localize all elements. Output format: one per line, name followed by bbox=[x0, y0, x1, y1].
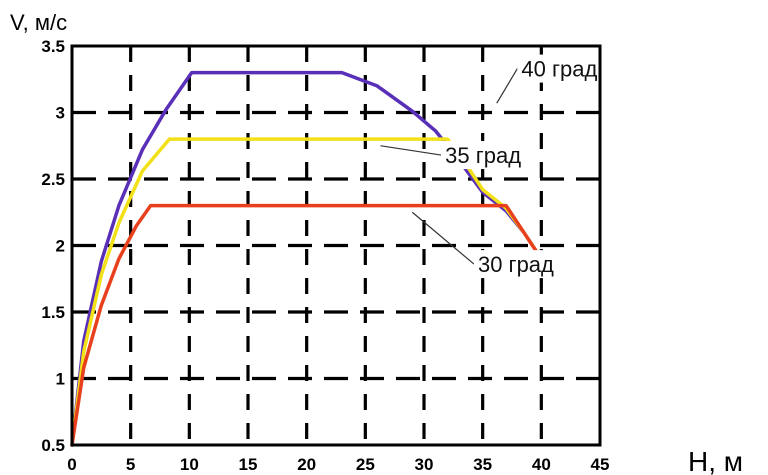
x-tick-label: 10 bbox=[180, 455, 199, 474]
x-tick-label: 30 bbox=[415, 455, 434, 474]
series-label: 40 град bbox=[521, 57, 597, 82]
annotation-leader bbox=[496, 68, 518, 104]
series-line bbox=[70, 70, 544, 447]
y-tick-label: 2.5 bbox=[41, 170, 65, 189]
x-tick-label: 15 bbox=[239, 455, 258, 474]
annotation-background bbox=[441, 141, 530, 170]
series-line bbox=[70, 203, 544, 447]
y-tick-label: 3 bbox=[56, 104, 65, 123]
series-lines bbox=[70, 70, 544, 447]
annotation-background bbox=[517, 54, 606, 83]
annotations: 40 град 35 град 30 град bbox=[380, 54, 606, 279]
x-tick-label: 35 bbox=[473, 455, 492, 474]
y-tick-labels: 0.5 1 1.5 2 2.5 3 3.5 bbox=[41, 37, 65, 455]
x-axis-label: H, м bbox=[688, 446, 743, 475]
x-tick-label: 25 bbox=[356, 455, 375, 474]
series-label: 35 град bbox=[445, 143, 521, 168]
plot-frame bbox=[70, 44, 602, 447]
x-tick-label: 45 bbox=[591, 455, 610, 474]
x-tick-label: 40 bbox=[532, 455, 551, 474]
annotation-leader bbox=[380, 145, 442, 156]
y-tick-label: 3.5 bbox=[41, 37, 65, 56]
y-tick-label: 2 bbox=[56, 237, 65, 256]
y-tick-label: 0.5 bbox=[41, 436, 65, 455]
x-tick-label: 20 bbox=[297, 455, 316, 474]
grid bbox=[72, 46, 600, 445]
annotation-background bbox=[473, 250, 563, 279]
series-label: 30 град bbox=[478, 252, 554, 277]
annotation-leader bbox=[411, 211, 475, 265]
y-tick-label: 1 bbox=[56, 370, 65, 389]
y-tick-label: 1.5 bbox=[41, 303, 65, 322]
y-axis-label: V, м/с bbox=[10, 10, 67, 35]
x-tick-label: 5 bbox=[126, 455, 135, 474]
x-tick-label: 0 bbox=[67, 455, 76, 474]
x-tick-labels: 0 5 10 15 20 25 30 35 40 45 bbox=[67, 455, 609, 474]
